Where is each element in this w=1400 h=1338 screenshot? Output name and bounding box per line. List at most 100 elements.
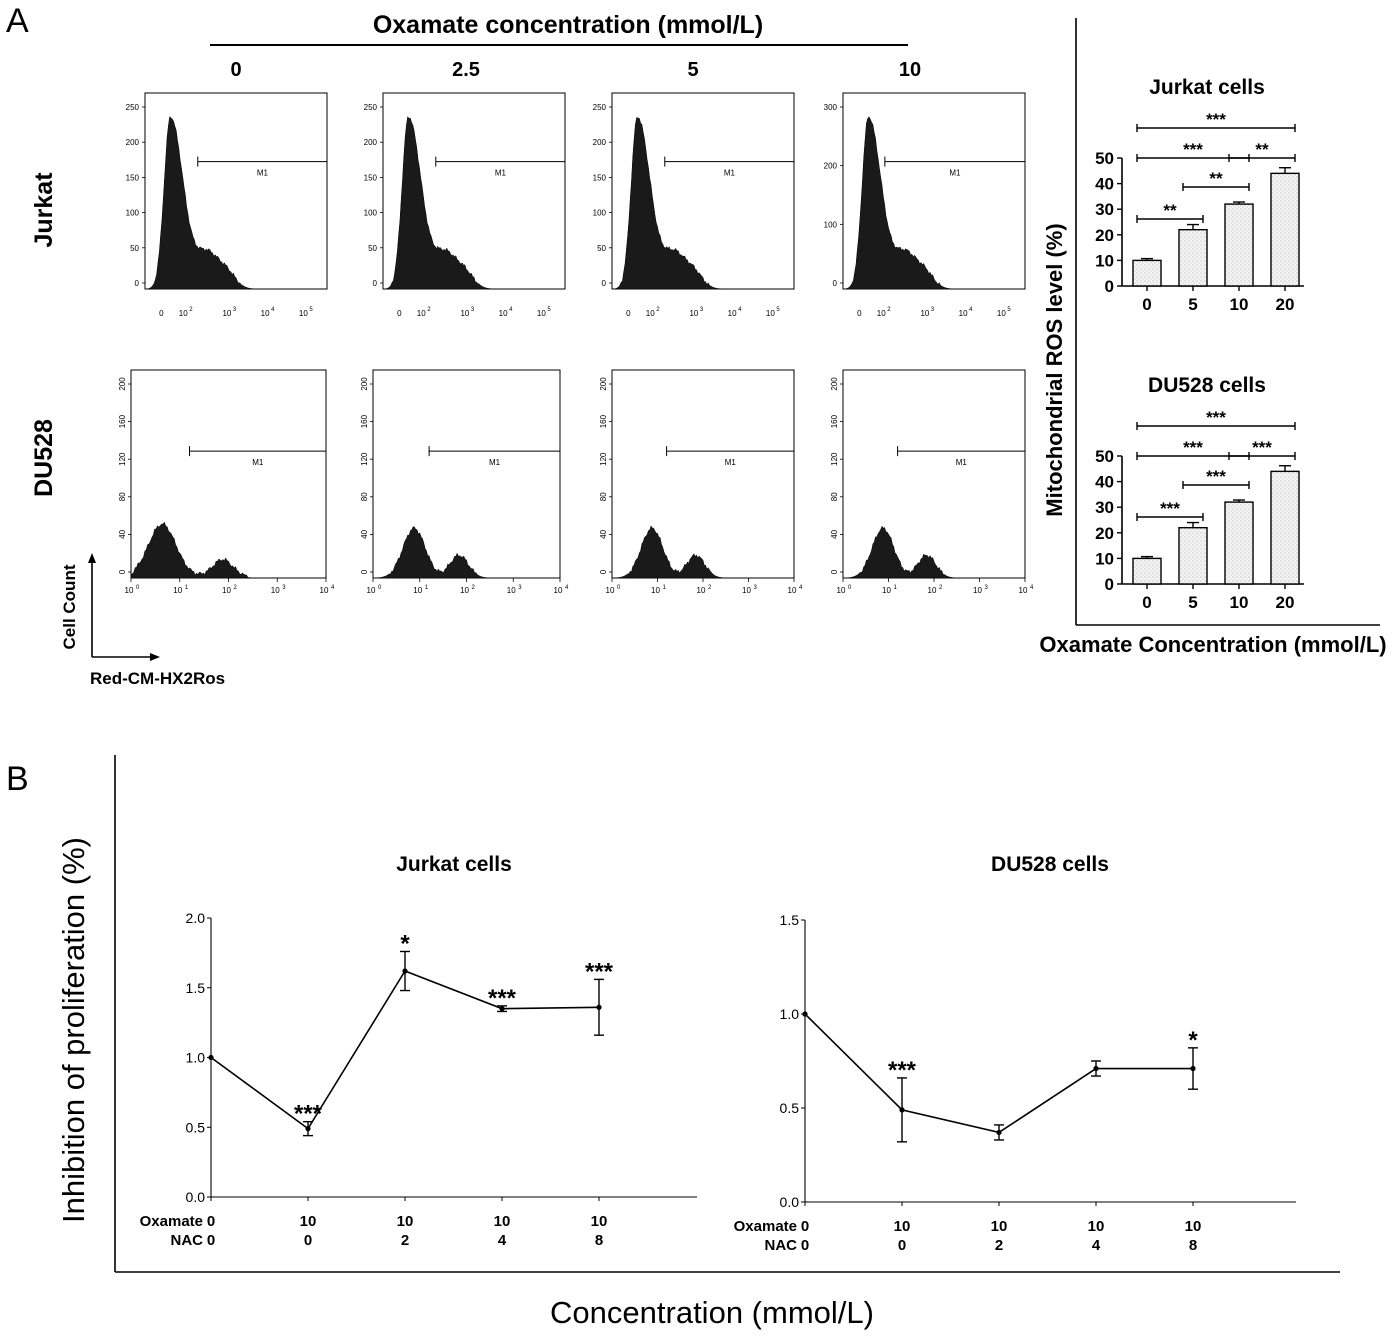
histogram-area xyxy=(130,521,326,579)
y-tick-label: 80 xyxy=(599,492,608,501)
x-tick-label: 10 xyxy=(920,309,929,318)
line-y-tick-label: 1.5 xyxy=(780,912,800,928)
y-tick-label: 40 xyxy=(360,529,369,538)
x-tick-label: 10 xyxy=(606,586,615,595)
up-arrow-icon xyxy=(88,553,96,563)
y-tick-label: 50 xyxy=(597,244,606,253)
line-y-tick-label: 1.0 xyxy=(780,1006,800,1022)
y-tick-label: 200 xyxy=(118,377,127,391)
histogram-area xyxy=(145,115,327,290)
nac-value: 4 xyxy=(1092,1237,1101,1254)
x-tick-exponent: 4 xyxy=(969,307,973,313)
x-tick-exponent: 4 xyxy=(331,585,335,591)
ros-y-tick-label: 30 xyxy=(1095,200,1114,219)
x-tick-exponent: 3 xyxy=(985,585,989,591)
significance-label: ** xyxy=(1255,140,1269,159)
y-tick-label: 200 xyxy=(824,162,838,171)
oxamate-value: 10 xyxy=(1088,1218,1105,1235)
x-tick-label: 10 xyxy=(179,309,188,318)
gate-label: M1 xyxy=(956,458,968,467)
x-tick-label: 10 xyxy=(261,309,270,318)
significance-stars: *** xyxy=(488,985,517,1012)
x-tick-exponent: 0 xyxy=(848,585,852,591)
line-chart-title: Jurkat cells xyxy=(396,853,512,876)
x-tick-exponent: 3 xyxy=(471,307,475,313)
nac-value: 2 xyxy=(401,1232,409,1249)
x-tick-label: 0 xyxy=(626,309,631,318)
y-tick-label: 150 xyxy=(364,173,378,182)
x-tick-label: 10 xyxy=(788,586,797,595)
histogram-frame xyxy=(842,369,1026,579)
y-tick-label: 200 xyxy=(830,377,839,391)
x-tick-exponent: 0 xyxy=(378,585,382,591)
ros-x-tick-label: 5 xyxy=(1188,593,1197,612)
concentration-labels: 0 2.5 5 10 xyxy=(230,59,921,81)
x-tick-exponent: 2 xyxy=(189,307,193,313)
nac-value: 2 xyxy=(995,1237,1003,1254)
panel-b-ylabel: Inhibition of proliferation (%) xyxy=(56,837,91,1223)
line-y-tick-label: 0.0 xyxy=(186,1189,206,1205)
x-tick-exponent: 3 xyxy=(518,585,522,591)
oxamate-value: 10 xyxy=(494,1213,511,1230)
histogram-frame xyxy=(372,369,561,579)
x-tick-label: 10 xyxy=(877,309,886,318)
concentration-header: Oxamate concentration (mmol/L) xyxy=(373,11,763,39)
y-tick-label: 80 xyxy=(830,492,839,501)
significance-stars: *** xyxy=(585,958,614,985)
x-tick-label: 10 xyxy=(460,586,469,595)
data-point xyxy=(596,1004,602,1010)
ros-x-tick-label: 0 xyxy=(1142,593,1151,612)
nac-value: 0 xyxy=(801,1237,809,1254)
ros-bar xyxy=(1132,557,1162,585)
ros-chart-title: Jurkat cells xyxy=(1149,76,1265,99)
x-tick-label: 10 xyxy=(554,586,563,595)
x-tick-label: 10 xyxy=(271,586,280,595)
y-tick-label: 50 xyxy=(130,244,139,253)
y-tick-label: 0 xyxy=(360,569,369,574)
y-tick-label: 160 xyxy=(830,414,839,428)
y-tick-label: 0 xyxy=(602,279,607,288)
x-tick-label: 10 xyxy=(537,309,546,318)
nac-value: 4 xyxy=(498,1232,507,1249)
line-y-tick-label: 0.5 xyxy=(186,1119,206,1135)
oxamate-value: 10 xyxy=(894,1218,911,1235)
ros-bar xyxy=(1270,470,1300,585)
significance-stars: *** xyxy=(294,1101,323,1128)
y-tick-label: 40 xyxy=(830,529,839,538)
ros-y-tick-label: 40 xyxy=(1095,175,1114,194)
y-tick-label: 160 xyxy=(118,414,127,428)
line-y-tick-label: 1.0 xyxy=(186,1050,206,1066)
nac-value: 0 xyxy=(207,1232,215,1249)
line-chart-jurkat: Jurkat cells 0.0 0.5 1.0 1.5 2.0 0 0 *** 10 0 * 10 2 *… xyxy=(140,853,697,1249)
x-tick-exponent: 5 xyxy=(309,307,313,313)
data-line xyxy=(210,970,600,1130)
significance-label: *** xyxy=(1160,499,1180,518)
data-point xyxy=(402,968,408,974)
x-tick-exponent: 2 xyxy=(708,585,712,591)
nac-value: 0 xyxy=(898,1237,906,1254)
y-tick-label: 250 xyxy=(364,103,378,112)
x-tick-label: 0 xyxy=(857,309,862,318)
line-y-tick-label: 2.0 xyxy=(186,910,206,926)
ros-x-tick-label: 0 xyxy=(1142,295,1151,314)
ros-y-tick-label: 0 xyxy=(1105,277,1114,296)
data-point xyxy=(208,1054,214,1061)
ros-x-tick-label: 10 xyxy=(1230,593,1249,612)
data-line xyxy=(804,1013,1193,1134)
ros-bar xyxy=(1224,203,1254,287)
y-tick-label: 200 xyxy=(593,138,607,147)
y-tick-label: 0 xyxy=(118,569,127,574)
data-point xyxy=(305,1126,311,1132)
panel-b-xlabel: Concentration (mmol/L) xyxy=(550,1295,874,1330)
x-tick-exponent: 2 xyxy=(656,307,660,313)
y-tick-label: 250 xyxy=(593,103,607,112)
x-tick-label: 10 xyxy=(837,586,846,595)
y-tick-label: 150 xyxy=(126,173,140,182)
oxamate-value: 10 xyxy=(300,1213,317,1230)
oxamate-value: 10 xyxy=(397,1213,414,1230)
ros-bar xyxy=(1178,526,1208,585)
concentration-label: 10 xyxy=(899,59,921,81)
